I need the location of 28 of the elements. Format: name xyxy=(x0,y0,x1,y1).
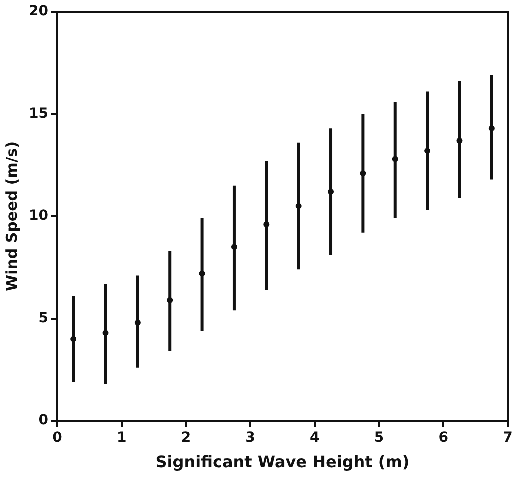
point xyxy=(392,156,398,162)
x-tick-label: 7 xyxy=(503,430,513,446)
point xyxy=(167,297,174,304)
point xyxy=(199,270,206,277)
x-tick-label: 5 xyxy=(374,430,384,446)
point xyxy=(296,203,302,210)
point xyxy=(134,320,141,326)
x-tick-label: 2 xyxy=(181,430,192,446)
point xyxy=(102,330,109,336)
x-tick-label: 3 xyxy=(246,430,256,446)
point xyxy=(488,126,495,132)
point xyxy=(231,244,238,250)
y-tick-label: 0 xyxy=(38,412,49,429)
y-tick-label: 20 xyxy=(29,4,49,20)
y-tick-label: 15 xyxy=(29,106,48,122)
x-tick-label: 0 xyxy=(52,430,63,446)
point xyxy=(424,148,431,154)
y-tick-label: 5 xyxy=(38,310,48,326)
point xyxy=(70,336,77,342)
x-axis-title: Significant Wave Height (m) xyxy=(156,452,410,472)
x-tick-label: 1 xyxy=(116,430,127,446)
x-tick-label: 4 xyxy=(310,430,320,446)
x-tick-label: 6 xyxy=(438,430,449,446)
y-axis-title: Wind Speed (m/s) xyxy=(2,142,21,292)
y-tick-label: 10 xyxy=(29,208,49,224)
point xyxy=(360,170,366,177)
point xyxy=(264,222,270,228)
point xyxy=(456,138,463,144)
